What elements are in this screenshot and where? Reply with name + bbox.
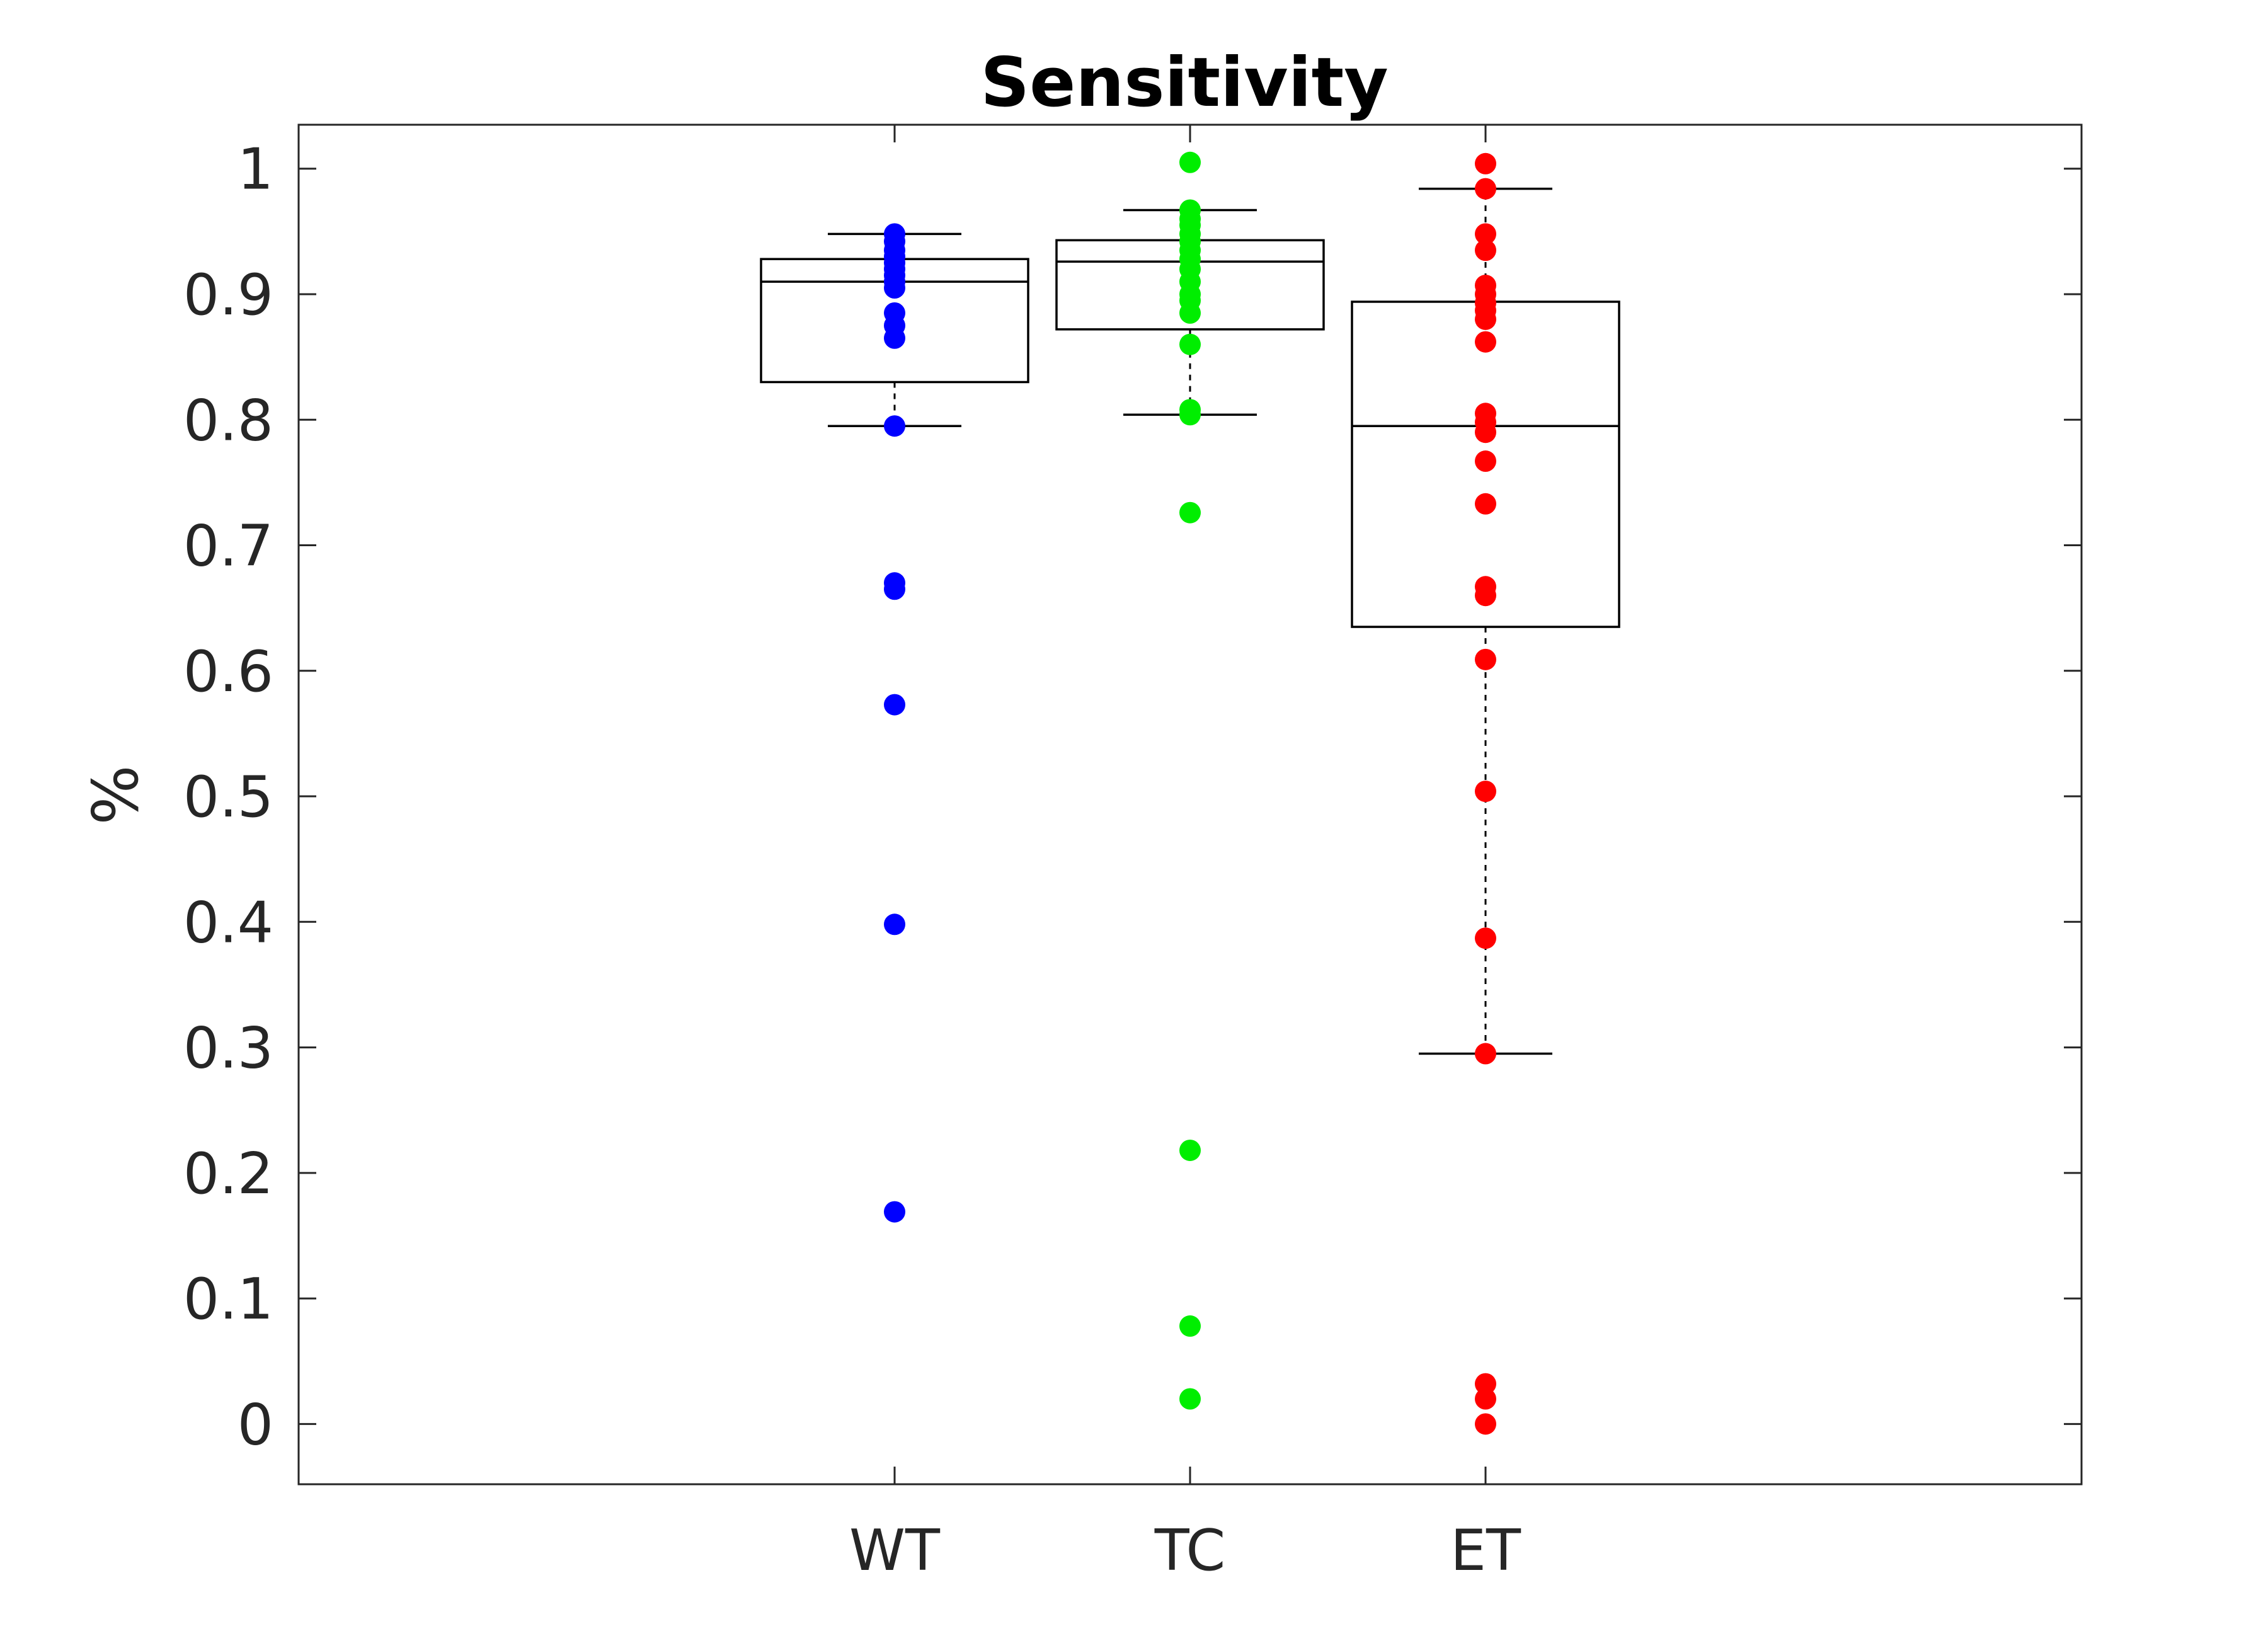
data-point bbox=[1475, 239, 1496, 261]
data-point bbox=[1475, 331, 1496, 353]
y-tick-label: 0.8 bbox=[183, 387, 273, 454]
x-tick-label-tc: TC bbox=[1154, 1518, 1226, 1584]
y-tick-label: 1 bbox=[238, 137, 273, 203]
chart-title: Sensitivity bbox=[980, 43, 1388, 122]
data-point bbox=[1179, 501, 1201, 524]
data-point bbox=[884, 694, 905, 716]
data-point bbox=[1179, 1388, 1201, 1410]
y-tick-label: 0 bbox=[238, 1392, 273, 1458]
data-point bbox=[884, 913, 905, 936]
data-point bbox=[1179, 404, 1201, 426]
data-point bbox=[884, 1201, 905, 1223]
data-point bbox=[1475, 1388, 1496, 1410]
data-point bbox=[884, 578, 905, 600]
data-point bbox=[1475, 450, 1496, 472]
y-tick-label: 0.5 bbox=[183, 764, 273, 830]
data-point bbox=[1475, 152, 1496, 175]
data-point bbox=[1475, 421, 1496, 444]
data-point bbox=[1475, 927, 1496, 949]
box-series-group bbox=[760, 151, 1620, 1435]
data-point bbox=[1475, 1413, 1496, 1435]
data-point bbox=[1475, 585, 1496, 607]
data-point bbox=[1179, 333, 1201, 355]
data-point bbox=[1179, 151, 1201, 173]
data-point bbox=[884, 327, 905, 349]
data-point bbox=[1475, 1373, 1496, 1395]
y-axis: 0 0.1 0.2 0.3 0.4 0.5 0.6 0.7 0.8 0.9 1 bbox=[183, 137, 2082, 1458]
data-point bbox=[884, 277, 905, 299]
box-series-et bbox=[1351, 152, 1620, 1435]
data-point bbox=[1475, 178, 1496, 200]
data-point bbox=[1475, 223, 1496, 245]
y-tick-label: 0.6 bbox=[183, 639, 273, 705]
data-point bbox=[1475, 648, 1496, 670]
data-point bbox=[1179, 302, 1201, 324]
data-point bbox=[1475, 493, 1496, 515]
data-point bbox=[1475, 781, 1496, 803]
y-tick-label: 0.3 bbox=[183, 1016, 273, 1082]
box-series-tc bbox=[1055, 151, 1325, 1410]
y-tick-label: 0.9 bbox=[183, 262, 273, 328]
x-axis: WT TC ET bbox=[849, 125, 1521, 1584]
data-point bbox=[1475, 308, 1496, 330]
data-point bbox=[884, 415, 905, 437]
y-tick-label: 0.2 bbox=[183, 1141, 273, 1207]
y-tick-label: 0.7 bbox=[183, 513, 273, 580]
x-tick-label-wt: WT bbox=[849, 1518, 941, 1584]
y-axis-label: % bbox=[79, 765, 152, 825]
data-point bbox=[1179, 1315, 1201, 1337]
x-tick-label-et: ET bbox=[1450, 1518, 1521, 1584]
box-series-wt bbox=[760, 223, 1029, 1223]
y-tick-label: 0.1 bbox=[183, 1266, 273, 1332]
y-tick-label: 0.4 bbox=[183, 890, 273, 956]
data-point bbox=[1475, 1043, 1496, 1065]
data-point bbox=[1179, 1139, 1201, 1161]
